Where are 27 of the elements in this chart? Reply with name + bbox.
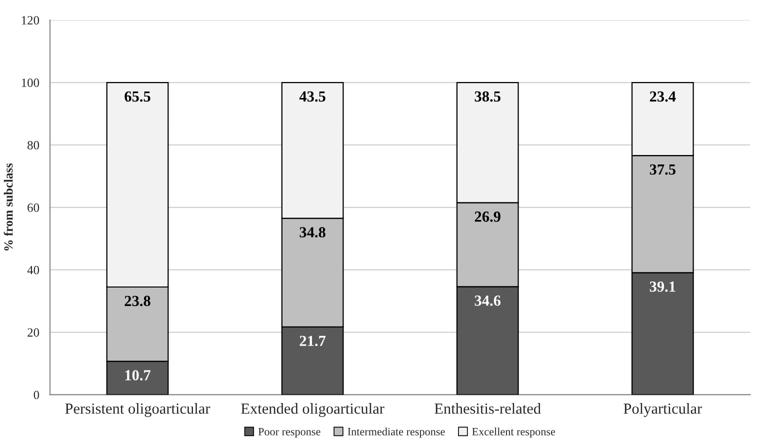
data-label: 65.5 xyxy=(124,91,150,102)
x-tick-label: Extended oligoarticular xyxy=(241,403,384,417)
data-label: 43.5 xyxy=(299,91,326,102)
legend-label: Excellent response xyxy=(472,428,556,438)
y-tick-label: 100 xyxy=(22,78,40,87)
data-label: 34.6 xyxy=(474,296,501,306)
legend-label: Poor response xyxy=(258,428,320,438)
data-label: 21.7 xyxy=(300,336,326,346)
y-tick-label: 120 xyxy=(22,16,40,25)
legend-label: Intermediate response xyxy=(348,428,445,438)
y-tick-label: 40 xyxy=(27,266,40,274)
data-label: 23.4 xyxy=(650,91,676,102)
data-label: 37.5 xyxy=(650,164,676,175)
data-label: 26.9 xyxy=(474,212,500,222)
y-tick-label: 20 xyxy=(28,328,40,337)
data-label: 38.5 xyxy=(474,91,500,102)
x-tick-label: Polyarticular xyxy=(624,403,702,417)
x-tick-label: Persistent oligoarticular xyxy=(65,403,210,417)
data-label: 34.8 xyxy=(300,227,326,238)
x-tick-label: Enthesitis-related xyxy=(434,403,541,414)
y-tick-label: 0 xyxy=(34,390,40,400)
y-axis-title: % from subclass xyxy=(4,163,13,250)
data-label: 10.7 xyxy=(125,370,150,380)
data-label: 23.8 xyxy=(124,296,150,306)
data-label: 39.1 xyxy=(650,281,676,292)
y-tick-label: 80 xyxy=(28,140,40,150)
y-tick-label: 60 xyxy=(28,203,40,212)
